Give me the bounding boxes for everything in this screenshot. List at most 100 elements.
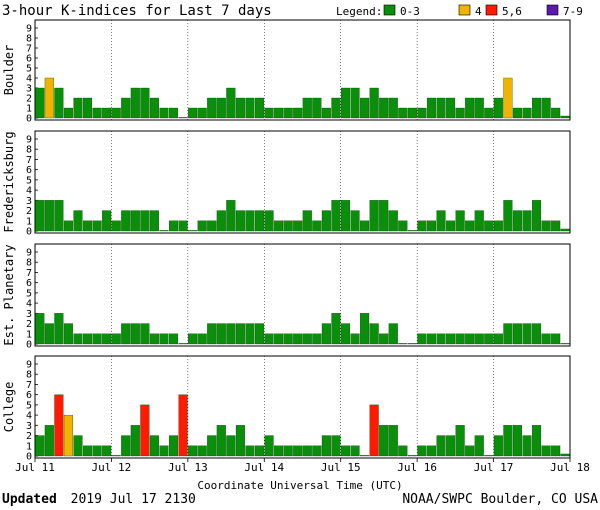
k-index-bar [532,97,542,119]
k-index-bar [541,220,551,232]
y-tick-label: 3 [26,84,32,95]
y-tick-label: 4 [26,74,32,85]
k-index-bar [111,220,121,232]
y-tick-label: 4 [26,186,32,197]
y-tick-label: 6 [26,278,32,289]
k-index-bar [321,435,331,457]
y-tick-label: 3 [26,309,32,320]
k-index-bar [551,107,561,119]
chart-title: 3-hour K-indices for Last 7 days [2,3,272,19]
k-index-bar [226,323,236,345]
k-index-bar [493,435,503,457]
k-index-bar [83,220,93,232]
panel-label: Est. Planetary [2,244,16,345]
y-tick-label: 2 [26,431,32,442]
panel-label: College [2,382,16,433]
k-index-bar [350,333,360,345]
k-index-bar [254,323,265,345]
k-index-bar [235,425,245,457]
k-index-bar [446,97,456,119]
k-index-bar [283,445,293,457]
k-index-bar [551,220,561,232]
k-index-bar [350,210,360,232]
legend-swatch-0-3 [383,4,396,16]
k-index-bar [398,107,408,119]
y-tick-label: 5 [26,288,32,299]
legend-item-4: 4 [475,5,482,18]
k-index-bar [111,333,121,345]
k-index-bar [360,313,370,345]
k-index-bar [541,445,551,457]
k-index-bar [302,210,312,232]
k-index-bar [130,425,140,457]
k-index-bar [92,107,102,119]
k-index-bar [264,210,274,232]
k-index-bar [283,333,293,345]
k-index-bar [522,107,532,119]
y-tick-label: 4 [26,411,32,422]
k-index-bar [474,210,484,232]
k-index-bar [140,323,150,345]
k-index-bar [426,97,437,119]
panel-frame [34,130,571,234]
legend-label: Legend: [336,5,382,18]
y-tick-label: 7 [26,155,32,166]
panel-label: Boulder [2,45,16,96]
k-index-bar [426,445,437,457]
k-index-bar [283,220,293,232]
k-index-bar [446,333,456,345]
k-index-bar [388,97,398,119]
y-tick-label: 8 [26,145,32,156]
k-index-bar [111,455,121,457]
k-index-bar [541,333,551,345]
y-tick-label: 1 [26,216,32,227]
panel-frame [34,19,571,121]
k-index-bar [254,97,265,119]
k-index-bar [102,445,112,457]
k-index-bar [226,435,236,457]
k-index-bar [398,445,408,457]
k-index-bar [140,210,150,232]
k-index-bar [92,220,102,232]
updated-value: 2019 Jul 17 2130 [71,492,196,507]
k-index-bar [130,323,140,345]
k-index-bar [369,323,379,345]
legend-item-0-3: 0-3 [400,5,420,18]
k-index-bar [188,230,198,232]
k-index-bar [302,97,312,119]
k-index-bar [149,435,159,457]
y-tick-label: 6 [26,54,32,65]
x-tick-label: Jul 15 [321,461,361,474]
k-index-bar [417,333,427,345]
k-index-bar [207,435,217,457]
y-tick-label: 1 [26,441,32,452]
k-index-bar [245,323,255,345]
k-index-bar [178,343,188,345]
k-index-bar [465,445,475,457]
k-index-bar [188,107,198,119]
x-tick-label: Jul 12 [92,461,132,474]
y-tick-label: 6 [26,390,32,401]
k-index-bar [436,333,446,345]
x-tick-label: Jul 13 [168,461,208,474]
x-axis: Jul 11 Jul 12 Jul 13 Jul 14 Jul 15 Jul 16 Jul … [15,458,590,474]
k-index-bar [379,333,389,345]
k-index-bar [235,97,245,119]
k-index-bar [465,333,475,345]
k-index-bar [35,200,45,232]
k-index-bar [207,97,217,119]
y-tick-label: 8 [26,258,32,269]
k-index-bar [503,323,513,345]
x-tick-label: Jul 17 [474,461,514,474]
k-index-bar [417,107,427,119]
k-index-bar [63,107,73,119]
k-index-bar [168,107,179,119]
k-index-bar [532,323,542,345]
k-index-bar [149,97,159,119]
k-index-bar [340,200,351,232]
k-index-bar [63,323,73,345]
k-index-bar [436,435,446,457]
